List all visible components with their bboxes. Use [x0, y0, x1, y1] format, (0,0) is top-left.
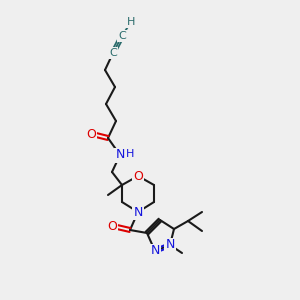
Text: H: H [126, 149, 134, 159]
Text: C: C [118, 31, 126, 41]
Text: N: N [133, 206, 143, 218]
Text: O: O [107, 220, 117, 233]
Text: H: H [127, 17, 135, 27]
Text: N: N [115, 148, 125, 161]
Text: O: O [86, 128, 96, 142]
Text: N: N [165, 238, 175, 251]
Text: N: N [150, 244, 160, 257]
Text: C: C [109, 48, 117, 58]
Text: O: O [133, 169, 143, 182]
